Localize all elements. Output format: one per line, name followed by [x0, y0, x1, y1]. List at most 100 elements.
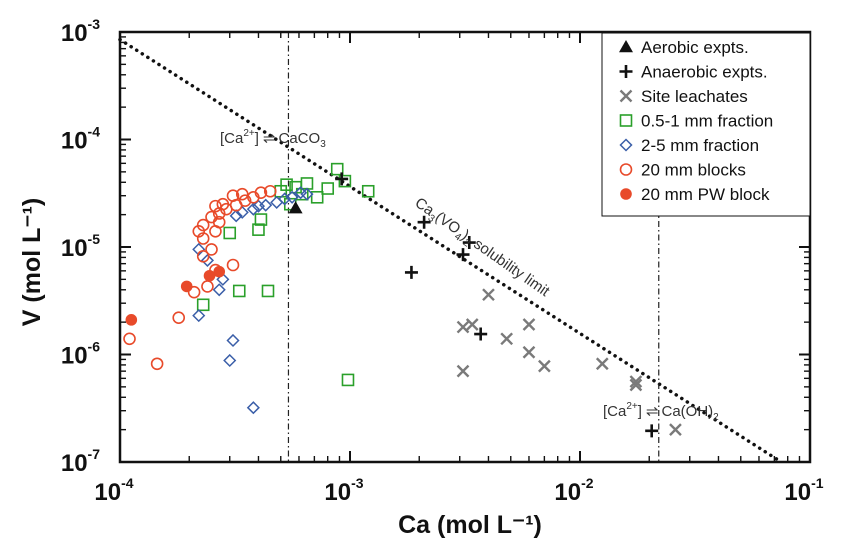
- data-points: [123, 162, 682, 438]
- point-2-5-mm-fraction: [192, 309, 206, 323]
- point-site-leachates: [669, 423, 682, 436]
- point-2-5-mm-fraction: [300, 187, 314, 201]
- solubility-limit-line: [118, 37, 784, 464]
- legend-marker-0-5-1-mm-fraction: [619, 114, 633, 127]
- point-20-mm-blocks: [201, 280, 214, 293]
- point-20-mm-blocks: [235, 187, 249, 201]
- point-20-mm-blocks: [205, 210, 218, 224]
- x-tick-label: 10-2: [554, 475, 593, 506]
- point-2-5-mm-fraction: [259, 198, 273, 212]
- point-anaerobic-expts: [404, 265, 418, 279]
- point-0-5-1-mm-fraction: [338, 174, 352, 188]
- caoh2-annotation: [Ca2+] ⇌ Ca(OH)2: [603, 401, 719, 423]
- point-0-5-1-mm-fraction: [254, 213, 268, 226]
- y-tick-label: 10-6: [61, 339, 100, 370]
- point-2-5-mm-fraction: [223, 353, 237, 368]
- point-2-5-mm-fraction: [212, 283, 226, 297]
- point-anaerobic-expts: [462, 236, 476, 250]
- point-2-5-mm-fraction: [246, 202, 260, 216]
- legend-marker-aerobic-expts: [619, 40, 633, 53]
- point-site-leachates: [465, 318, 479, 331]
- point-2-5-mm-fraction: [200, 253, 215, 267]
- point-anaerobic-expts: [335, 172, 349, 186]
- point-20-mm-pw-block: [203, 269, 216, 282]
- point-20-mm-blocks: [196, 249, 210, 263]
- legend-label-anaerobic-expts: Anaerobic expts.: [641, 63, 768, 82]
- point-site-leachates: [538, 359, 551, 373]
- legend-label-site-leachates: Site leachates: [641, 87, 748, 106]
- point-20-mm-pw-block: [125, 314, 138, 326]
- point-20-mm-pw-block: [180, 280, 193, 293]
- point-2-5-mm-fraction: [246, 401, 260, 415]
- legend-marker-20-mm-pw-block: [620, 188, 632, 200]
- legend-label-aerobic-expts: Aerobic expts.: [641, 38, 749, 57]
- tick-labels: 10-4 10-3 10-2 10-1 10-3 10-4 10-5 10-6 10-7: [61, 16, 824, 506]
- y-tick-label: 10-5: [61, 231, 100, 262]
- point-0-5-1-mm-fraction: [330, 162, 344, 176]
- point-site-leachates: [629, 378, 643, 392]
- point-site-leachates: [456, 320, 470, 334]
- x-tick-label: 10-4: [94, 475, 133, 506]
- point-2-5-mm-fraction: [285, 190, 299, 204]
- x-axis-title: Ca (mol L⁻¹): [398, 511, 542, 539]
- point-0-5-1-mm-fraction: [310, 190, 324, 204]
- legend-label-20-mm-pw-block: 20 mm PW block: [641, 185, 770, 204]
- legend-label-2-5-mm-fraction: 2-5 mm fraction: [641, 136, 759, 155]
- y-tick-label: 10-3: [61, 16, 100, 47]
- point-0-5-1-mm-fraction: [321, 182, 335, 195]
- point-20-mm-blocks: [238, 194, 252, 207]
- point-2-5-mm-fraction: [251, 199, 266, 213]
- point-anaerobic-expts: [417, 215, 431, 229]
- point-anaerobic-expts: [474, 327, 488, 341]
- legend-label-20-mm-blocks: 20 mm blocks: [641, 161, 746, 180]
- point-anaerobic-expts: [456, 248, 470, 262]
- point-site-leachates: [522, 345, 536, 359]
- point-anaerobic-expts: [645, 424, 659, 438]
- point-20-mm-blocks: [123, 332, 136, 346]
- point-20-mm-blocks: [192, 224, 206, 238]
- point-2-5-mm-fraction: [216, 272, 230, 286]
- point-20-mm-blocks: [216, 197, 230, 211]
- y-axis-title: V (mol L⁻¹): [18, 198, 46, 326]
- legend-box: [601, 32, 811, 217]
- point-2-5-mm-fraction: [278, 192, 292, 206]
- legend-label-0-5-1-mm-fraction: 0.5-1 mm fraction: [641, 112, 773, 131]
- point-20-mm-blocks: [150, 357, 164, 371]
- point-0-5-1-mm-fraction: [252, 223, 265, 236]
- point-20-mm-blocks: [254, 186, 268, 199]
- point-site-leachates: [482, 288, 495, 302]
- point-20-mm-blocks: [187, 285, 201, 299]
- point-aerobic-expts: [288, 201, 303, 214]
- point-0-5-1-mm-fraction: [261, 284, 275, 298]
- point-20-mm-blocks: [226, 189, 240, 203]
- point-site-leachates: [522, 318, 536, 331]
- x-tick-label: 10-1: [784, 475, 823, 506]
- point-site-leachates: [629, 375, 643, 388]
- point-2-5-mm-fraction: [229, 209, 243, 223]
- point-0-5-1-mm-fraction: [361, 184, 375, 198]
- point-0-5-1-mm-fraction: [223, 226, 237, 240]
- x-tick-label: 10-3: [324, 475, 363, 506]
- point-20-mm-blocks: [263, 184, 277, 198]
- point-20-mm-pw-block: [213, 265, 226, 278]
- caco3-annotation: [Ca2+] ⇌ CaCO3: [220, 128, 326, 150]
- point-0-5-1-mm-fraction: [196, 298, 210, 312]
- point-20-mm-blocks: [209, 199, 222, 213]
- solubility-limit-label: Ca3(VO4)2 solubility limit: [410, 194, 553, 303]
- legend-marker-site-leachates: [619, 89, 633, 103]
- point-0-5-1-mm-fraction: [341, 373, 355, 387]
- y-tick-label: 10-7: [61, 446, 100, 477]
- point-site-leachates: [595, 357, 609, 371]
- y-tick-label: 10-4: [61, 124, 100, 155]
- point-site-leachates: [456, 364, 470, 378]
- legend: Aerobic expts. Anaerobic expts. Site leach…: [601, 32, 811, 217]
- legend-marker-20-mm-blocks: [619, 163, 633, 176]
- point-site-leachates: [500, 332, 514, 346]
- point-0-5-1-mm-fraction: [300, 177, 314, 190]
- point-20-mm-blocks: [196, 218, 210, 232]
- point-2-5-mm-fraction: [226, 333, 240, 348]
- point-20-mm-blocks: [205, 243, 218, 256]
- point-20-mm-blocks: [172, 311, 186, 324]
- point-0-5-1-mm-fraction: [232, 284, 246, 298]
